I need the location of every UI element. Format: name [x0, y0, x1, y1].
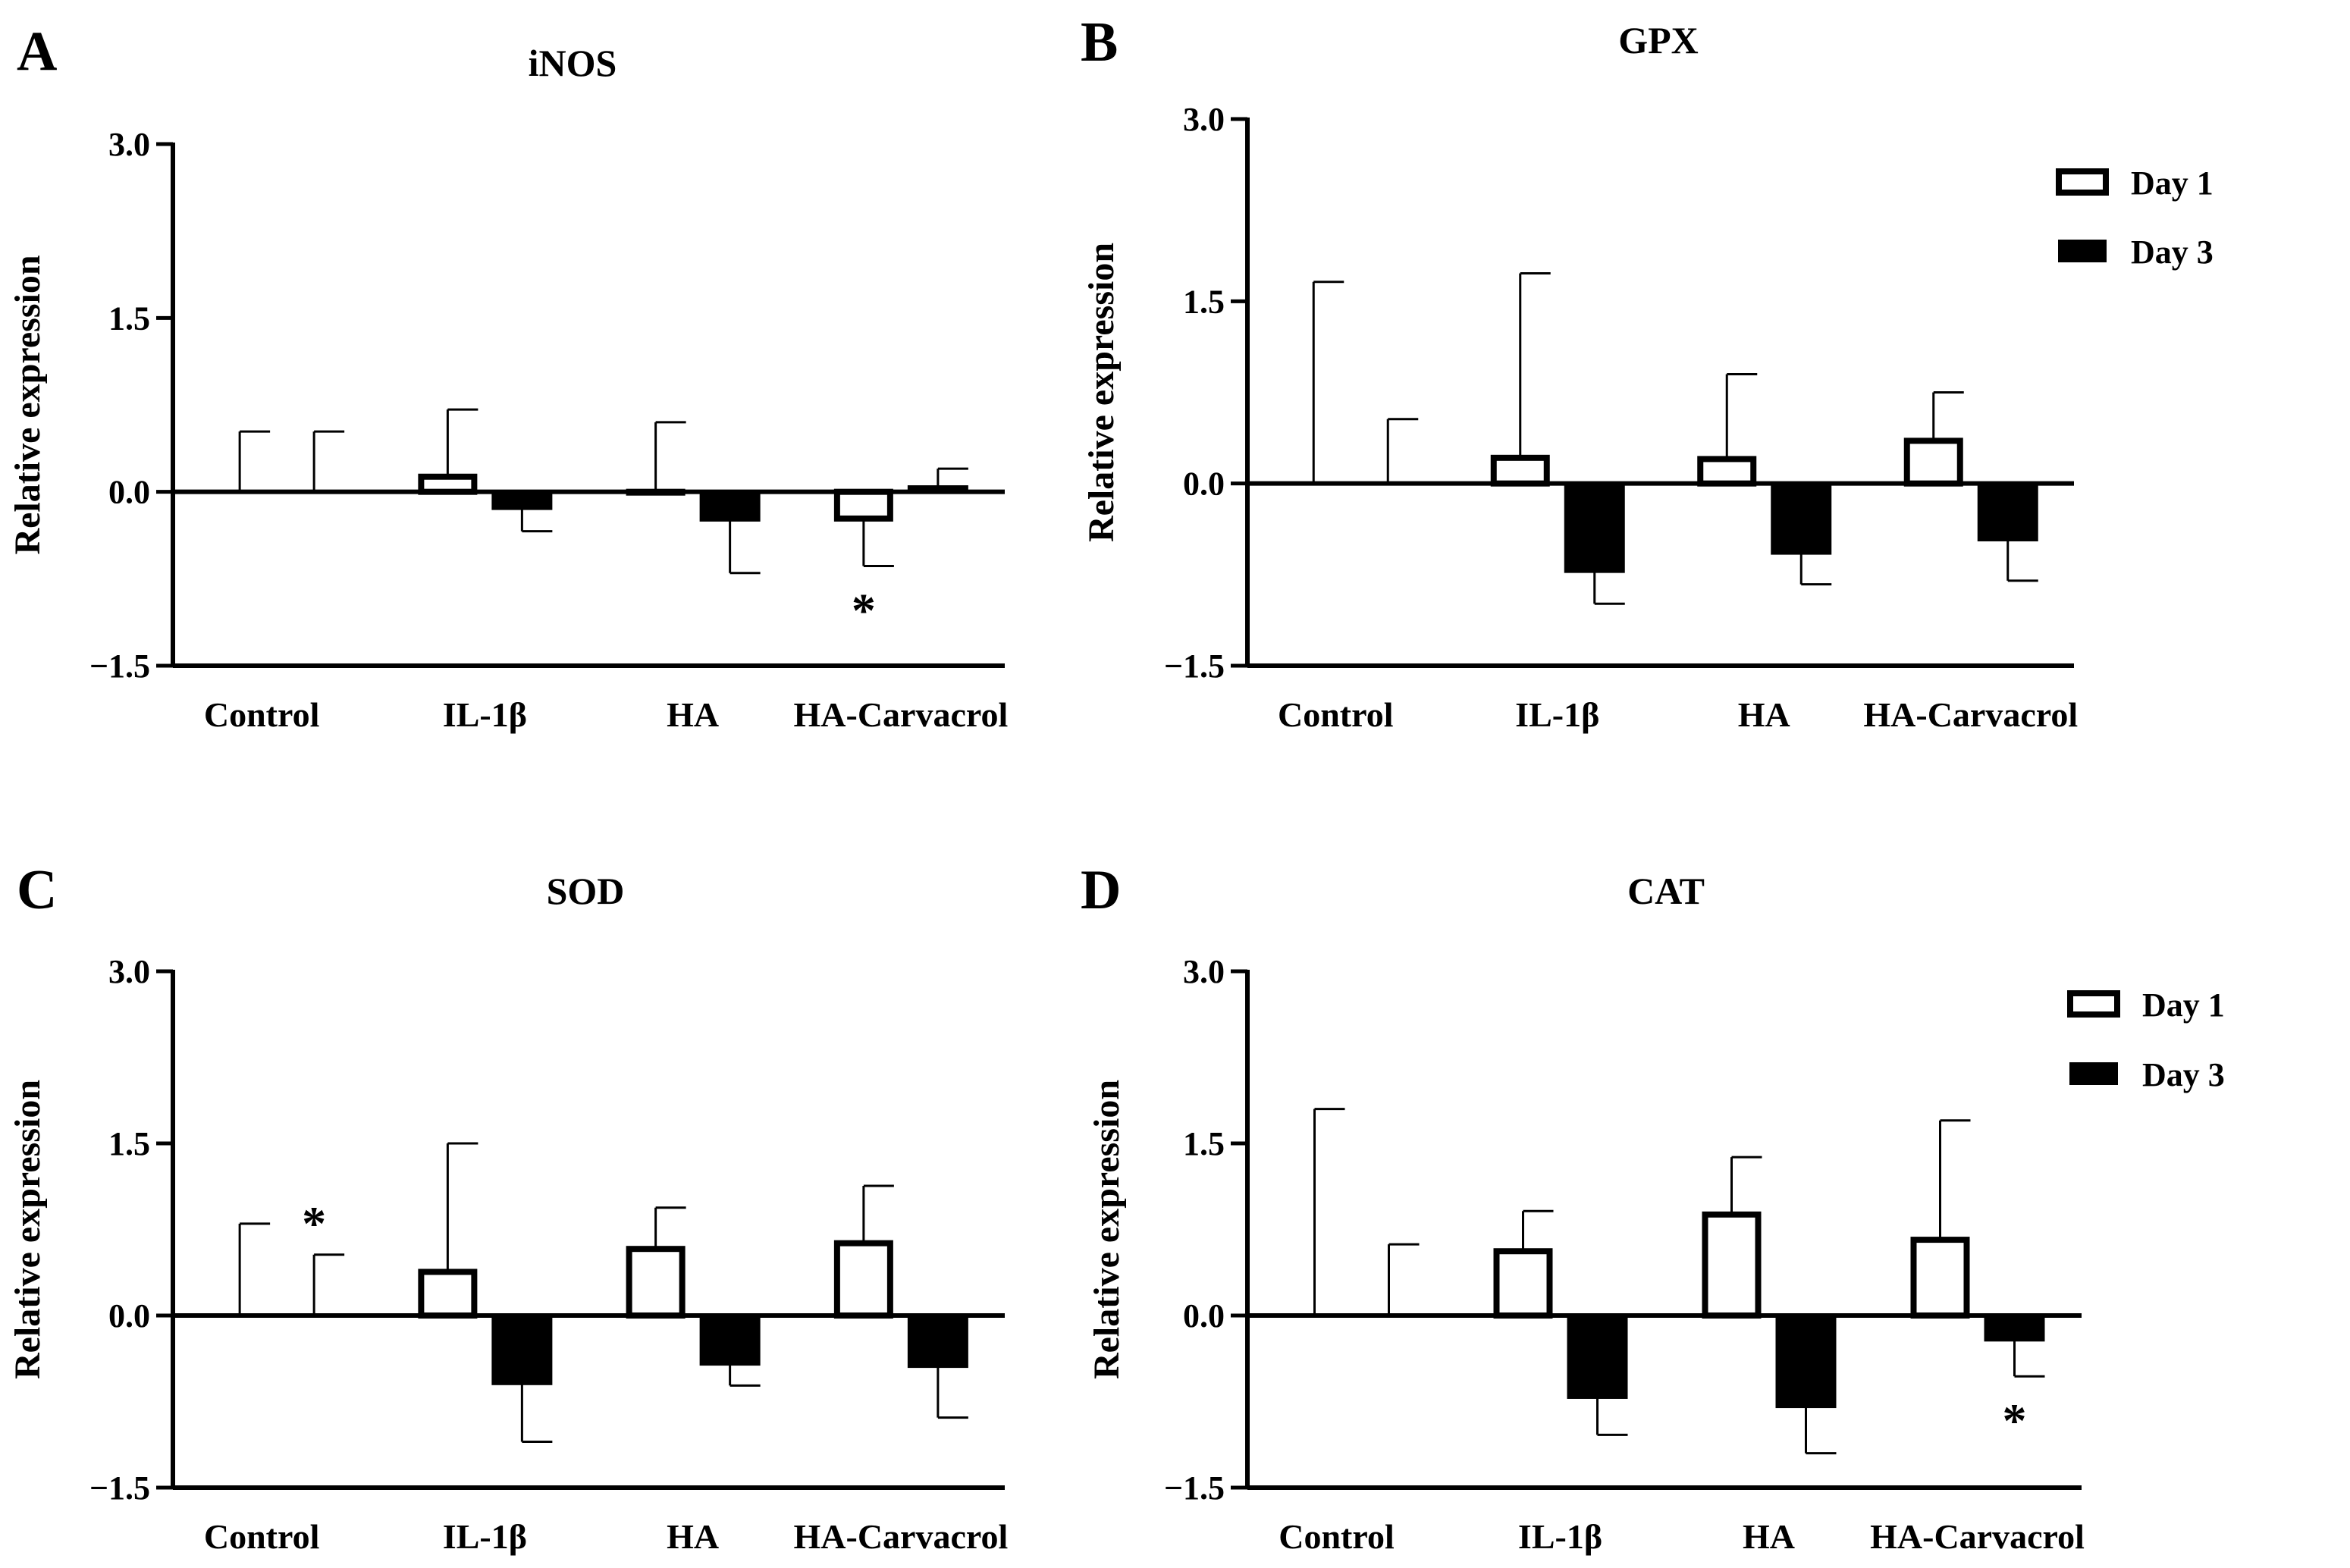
chart-title: CAT: [1627, 870, 1705, 912]
significance-mark: *: [852, 584, 876, 638]
category-label: HA: [667, 1517, 719, 1556]
category-label: IL-1β: [1515, 695, 1599, 734]
y-tick-label: 0.0: [108, 1297, 150, 1334]
category-label: HA-Carvacrol: [1863, 695, 2078, 734]
bar-group: [1313, 1108, 1420, 1316]
bar-group: [1490, 271, 1625, 605]
bar-day1: [1910, 1237, 1970, 1319]
category-label: HA: [1738, 695, 1790, 734]
category-label: IL-1β: [443, 1517, 527, 1556]
panel-letter: C: [17, 859, 57, 921]
bar-day1: [1490, 454, 1550, 487]
y-tick-label: 1.5: [108, 1125, 150, 1162]
significance-mark: *: [302, 1196, 326, 1250]
category-label: IL-1β: [1518, 1517, 1602, 1556]
y-tick-label: 1.5: [1183, 1125, 1225, 1162]
category-label: HA-Carvacrol: [794, 695, 1009, 734]
bar-group: [1493, 1209, 1628, 1436]
bar-day1: [833, 1240, 893, 1319]
y-axis-title: Relative expression: [1081, 243, 1122, 542]
panel-b: B GPX 3.0 1.5 0.0 −1.5 Relative expression Cont…: [1081, 11, 2214, 734]
bar-group: [1312, 281, 1419, 484]
category-label: Control: [204, 1517, 320, 1556]
y-tick-label: −1.5: [89, 648, 150, 685]
category-label: Control: [1279, 1517, 1395, 1556]
legend-swatch-day1: [2067, 990, 2120, 1018]
y-tick-label: 1.5: [1183, 283, 1225, 320]
y-tick-label: 3.0: [1183, 101, 1225, 138]
bar-group: [1903, 391, 2038, 582]
y-tick-label: 3.0: [108, 126, 150, 163]
legend-label: Day 1: [2131, 165, 2214, 202]
chart-title: GPX: [1618, 19, 1699, 61]
legend-label: Day 3: [2142, 1056, 2225, 1093]
bar-day3: [907, 1315, 968, 1369]
panel-c: C SOD 3.0 1.5 0.0 −1.5 Relative expression Cont…: [8, 859, 1008, 1556]
category-label: Control: [1278, 695, 1394, 734]
bar-group: [418, 1142, 553, 1443]
legend: Day 1 Day 3: [2067, 986, 2225, 1093]
bar-group: [833, 1184, 968, 1419]
legend-label: Day 1: [2142, 986, 2225, 1024]
bar-day1: [1493, 1248, 1553, 1319]
y-tick-label: 3.0: [108, 953, 150, 990]
y-axis-title: Relative expression: [8, 255, 48, 554]
bar-group: [1697, 372, 1832, 586]
bar-group: [833, 467, 968, 568]
bar-day1: [1702, 1211, 1762, 1319]
bar-day3: [1771, 482, 1832, 555]
category-label: HA-Carvacrol: [794, 1517, 1009, 1556]
y-axis-title: Relative expression: [1087, 1080, 1127, 1379]
bar-day1: [418, 1269, 478, 1319]
panel-letter: A: [17, 20, 57, 83]
bar-day1: [1903, 437, 1963, 487]
bar-group: [1910, 1119, 2045, 1378]
bar-day1: [1697, 456, 1757, 487]
chart-title: SOD: [547, 870, 625, 912]
legend-label: Day 3: [2131, 234, 2214, 271]
bar-day3: [491, 1315, 553, 1385]
y-tick-label: −1.5: [89, 1469, 150, 1507]
legend: Day 1 Day 3: [2056, 165, 2214, 271]
bar-group: [238, 1222, 345, 1316]
y-tick-label: −1.5: [1164, 648, 1225, 685]
bar-group: [1702, 1156, 1837, 1455]
bar-day3: [699, 491, 761, 522]
panel-d: D CAT 3.0 1.5 0.0 −1.5 Relative expression Cont…: [1081, 859, 2225, 1556]
bar-group: [238, 430, 345, 492]
legend-swatch-day1: [2056, 168, 2109, 196]
bar-day3: [1984, 1315, 2045, 1342]
panel-letter: D: [1081, 859, 1121, 921]
y-tick-label: 0.0: [1183, 1297, 1225, 1334]
bar-group: [626, 421, 761, 575]
legend-swatch-day3: [2069, 1062, 2118, 1085]
category-label: HA: [1743, 1517, 1795, 1556]
bar-day3: [1977, 482, 2038, 541]
bar-day1: [833, 488, 893, 522]
bar-day3: [1775, 1315, 1837, 1409]
bar-day3: [491, 491, 553, 510]
bar-day3: [1564, 482, 1625, 573]
chart-title: iNOS: [529, 42, 617, 84]
y-axis-title: Relative expression: [8, 1080, 48, 1379]
bar-group: [418, 408, 553, 533]
bar-day3: [1567, 1315, 1628, 1399]
y-tick-label: 0.0: [1183, 466, 1225, 503]
y-tick-label: 3.0: [1183, 953, 1225, 990]
y-tick-label: 1.5: [108, 299, 150, 337]
legend-swatch-day3: [2058, 240, 2107, 262]
bar-day1: [626, 1246, 686, 1319]
y-tick-label: 0.0: [108, 474, 150, 511]
bar-group: [626, 1206, 761, 1387]
significance-mark: *: [2003, 1394, 2027, 1447]
category-label: HA-Carvacrol: [1870, 1517, 2085, 1556]
category-label: Control: [204, 695, 320, 734]
bar-day3: [699, 1315, 761, 1366]
category-label: IL-1β: [443, 695, 527, 734]
y-tick-label: −1.5: [1164, 1469, 1225, 1507]
panel-letter: B: [1081, 11, 1118, 74]
category-label: HA: [667, 695, 719, 734]
